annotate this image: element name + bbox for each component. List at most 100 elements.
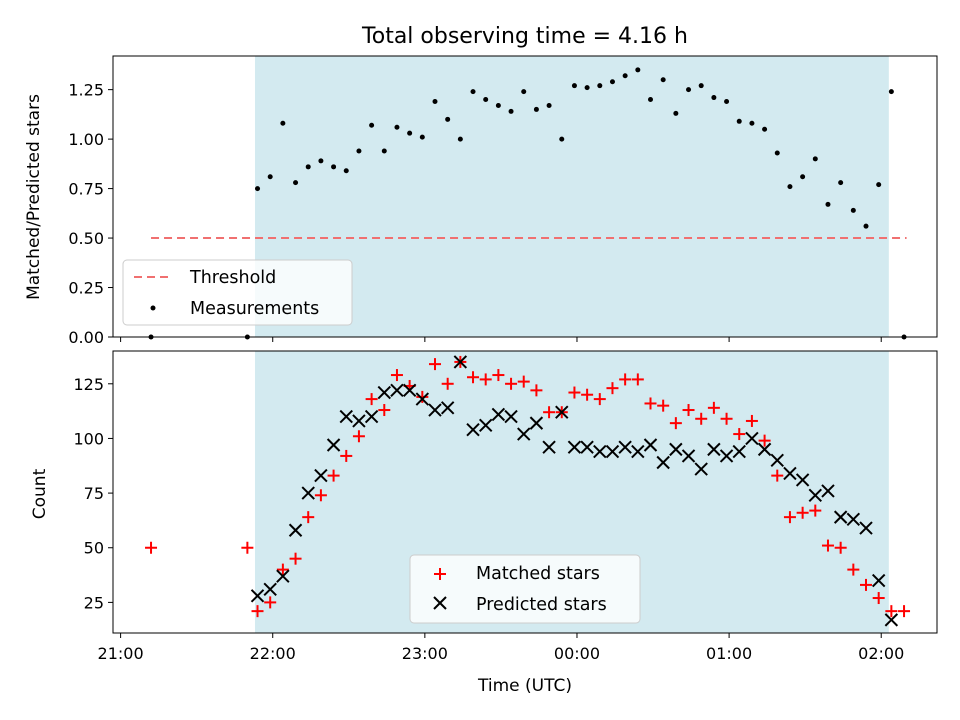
measurements-series xyxy=(148,67,907,340)
measurement-point xyxy=(800,174,806,180)
matched-star-point xyxy=(492,369,505,382)
top-y-axis: 0.00 0.25 0.50 0.75 1.00 1.25 xyxy=(68,81,113,347)
measurement-point xyxy=(521,89,527,95)
matched-star-point xyxy=(860,578,873,591)
predicted-star-point xyxy=(415,392,430,406)
predicted-star-point xyxy=(402,383,417,398)
bottom-panel: 25 50 75 100 125 21:00 22:00 23:00 00:00 01:00 02… xyxy=(30,350,938,696)
predicted-star-point xyxy=(884,613,899,627)
matched-star-point xyxy=(898,605,911,618)
matched-star-point xyxy=(593,393,606,406)
predicted-star-mark-b xyxy=(567,440,582,454)
top-legend: Threshold Measurements xyxy=(122,259,353,326)
top-y-tick-label: 0.75 xyxy=(68,180,104,199)
top-panel: 0.00 0.25 0.50 0.75 1.00 1.25 Total observing… xyxy=(24,24,938,347)
measurement-point xyxy=(812,156,818,162)
matched-star-point xyxy=(644,397,657,410)
bottom-y-axis-title: Count xyxy=(30,468,50,519)
measurement-point xyxy=(597,83,603,89)
top-y-tick-label: 1.00 xyxy=(68,130,104,149)
predicted-star-point xyxy=(757,442,772,457)
predicted-star-mark-b xyxy=(656,455,670,470)
predicted-star-mark-b xyxy=(618,440,632,454)
top-plot-frame xyxy=(112,55,938,338)
measurement-point xyxy=(660,77,666,83)
measurements-legend-swatch xyxy=(150,305,156,311)
matched-star-point xyxy=(327,469,340,482)
measurement-point xyxy=(762,126,768,132)
predicted-star-point xyxy=(288,523,303,537)
bottom-legend-box xyxy=(409,554,641,624)
measurement-point xyxy=(533,106,539,112)
matched-star-point xyxy=(720,412,733,425)
predicted-star-point xyxy=(542,440,556,454)
matched-legend-swatch xyxy=(434,568,446,580)
predicted-star-point xyxy=(669,442,683,457)
predicted-star-mark-b xyxy=(593,444,607,459)
predicted-star-mark-b xyxy=(517,427,531,441)
bottom-y-tick-label: 100 xyxy=(73,429,104,448)
predicted-star-mark-b xyxy=(504,409,518,424)
predicted-star-point xyxy=(491,407,506,422)
predicted-star-point xyxy=(631,444,645,459)
predicted-star-point xyxy=(517,427,531,441)
predicted-star-mark-b xyxy=(364,409,379,424)
predicted-star-point xyxy=(643,438,658,452)
measurement-point xyxy=(381,148,387,154)
predicted-star-point xyxy=(795,473,810,487)
predicted-star-point xyxy=(745,431,759,446)
top-legend-box xyxy=(122,259,353,326)
bottom-x-tick-label: 21:00 xyxy=(98,644,144,663)
predicted-star-mark-b xyxy=(339,409,353,424)
bottom-y-tick-label: 75 xyxy=(84,484,104,503)
predicted-star-mark-b xyxy=(871,573,886,588)
predicted-star-mark-b xyxy=(402,383,417,398)
predicted-star-mark-b xyxy=(719,449,734,463)
matched-star-point xyxy=(145,541,158,554)
predicted-star-mark-b xyxy=(529,416,544,430)
matched-star-point xyxy=(314,489,327,502)
bottom-x-tick-label: 22:00 xyxy=(250,644,296,663)
measurement-point xyxy=(305,164,311,170)
measurement-point xyxy=(787,184,793,190)
matched-star-point xyxy=(872,592,885,605)
matched-star-point xyxy=(885,605,898,618)
measurement-point xyxy=(559,136,565,142)
predicted-star-mark-b xyxy=(732,444,746,459)
predicted-star-mark-b xyxy=(808,488,823,502)
matched-star-point xyxy=(619,373,632,386)
matched-star-point xyxy=(340,449,353,462)
predicted-star-mark-b xyxy=(833,510,848,524)
matched-star-point xyxy=(505,377,518,390)
measurement-point xyxy=(394,124,400,130)
predicted-star-mark-b xyxy=(250,589,265,603)
predicted-star-point xyxy=(821,484,835,498)
predicted-star-point xyxy=(846,512,861,527)
predicted-legend-label: Predicted stars xyxy=(476,595,607,615)
predicted-star-mark-b xyxy=(884,613,899,627)
measurement-point xyxy=(280,120,286,126)
measurement-point xyxy=(483,97,489,103)
predicted-star-point xyxy=(352,414,366,428)
predicted-star-mark-b xyxy=(288,523,303,537)
predicted-star-mark-b xyxy=(491,407,506,422)
predicted-star-point xyxy=(478,418,493,433)
predicted-star-point xyxy=(605,444,620,459)
predicted-star-point xyxy=(580,440,594,454)
predicted-star-point xyxy=(719,449,734,463)
chart-title: Total observing time = 4.16 h xyxy=(361,24,688,49)
measurement-point xyxy=(331,164,337,170)
matched-star-point xyxy=(289,552,302,565)
matched-star-point xyxy=(758,434,771,447)
matched-star-point xyxy=(695,412,708,425)
matched-star-point xyxy=(847,563,860,576)
measurement-point xyxy=(495,102,501,108)
matched-star-point xyxy=(682,404,695,417)
matched-star-point xyxy=(733,428,746,441)
predicted-star-point xyxy=(567,440,582,454)
predicted-star-point xyxy=(428,403,442,417)
bottom-x-axis: 21:00 22:00 23:00 00:00 01:00 02:00 xyxy=(98,633,904,663)
matched-star-point xyxy=(390,369,403,382)
bottom-x-tick-label: 02:00 xyxy=(858,644,904,663)
measurement-point xyxy=(356,148,362,154)
